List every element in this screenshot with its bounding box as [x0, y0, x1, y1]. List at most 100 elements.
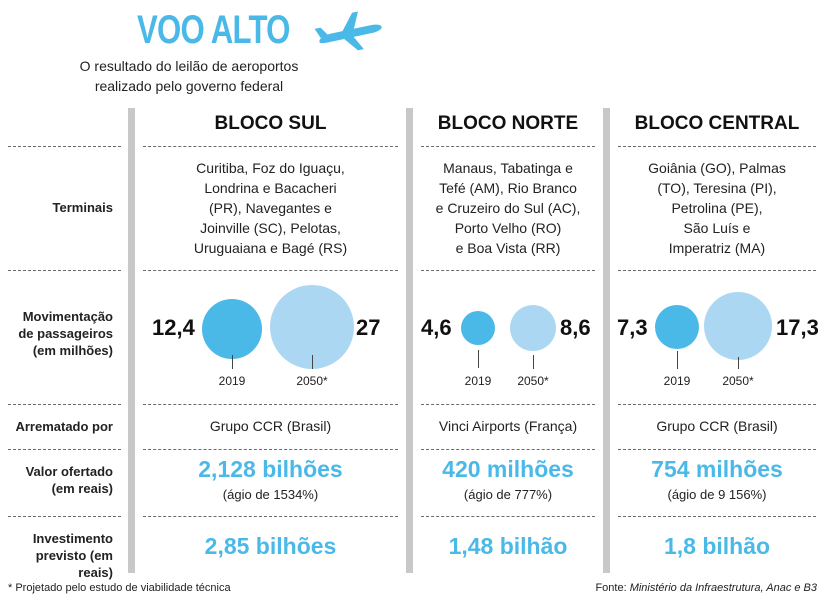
column-divider	[603, 108, 610, 573]
source-credit: Fonte: Ministério da Infraestrutura, Ana…	[595, 582, 817, 594]
page-subtitle: O resultado do leilão de aeroportos real…	[60, 56, 318, 96]
passengers-2050-circle	[704, 292, 772, 360]
row-divider	[421, 146, 595, 147]
row-label-valor: Valor ofertado (em reais)	[0, 463, 113, 497]
arrematado-value: Grupo CCR (Brasil)	[209, 418, 332, 434]
terminal-line: Uruguaiana e Bagé (RS)	[193, 240, 348, 256]
row-divider	[421, 449, 595, 450]
row-label-line: de passageiros	[18, 326, 113, 341]
arrematado-value: Vinci Airports (França)	[438, 418, 578, 434]
terminal-line: Joinville (SC), Pelotas,	[200, 220, 341, 236]
year-label-2050: 2050*	[517, 374, 549, 388]
row-label-line: previsto (em reais)	[35, 548, 113, 580]
column-divider	[128, 108, 135, 573]
valor-ofertado: 420 milhões	[442, 456, 574, 482]
terminais-list: Curitiba, Foz do Iguaçu, Londrina e Baca…	[143, 158, 398, 258]
terminal-line: Goiânia (GO), Palmas	[648, 160, 786, 176]
row-label-terminais: Terminais	[52, 200, 113, 215]
investimento-value: 2,85 bilhões	[204, 533, 337, 559]
row-label-investimento: Investimento previsto (em reais)	[0, 530, 113, 581]
row-divider	[618, 449, 816, 450]
passengers-2050-circle	[510, 305, 556, 351]
passengers-2050-value: 17,3	[776, 315, 819, 340]
row-divider	[618, 404, 816, 405]
terminais-list: Goiânia (GO), Palmas (TO), Teresina (PI)…	[618, 158, 816, 258]
year-tick	[478, 350, 479, 368]
row-divider	[143, 146, 398, 147]
valor-ofertado: 2,128 bilhões	[198, 456, 343, 482]
row-label-line: Investimento	[32, 531, 113, 546]
year-tick	[533, 355, 534, 369]
row-divider	[421, 516, 595, 517]
subtitle-line: realizado pelo governo federal	[94, 78, 284, 94]
row-label-line: (em milhões)	[32, 343, 113, 358]
airplane-icon	[314, 11, 382, 51]
terminal-line: (TO), Teresina (PI),	[657, 180, 777, 196]
year-label-2050: 2050*	[722, 374, 754, 388]
column-header-bloco-norte: BLOCO NORTE	[437, 113, 579, 134]
row-divider	[8, 449, 121, 450]
terminal-line: Tefé (AM), Rio Branco	[439, 180, 577, 196]
agio: (ágio de 1534%)	[222, 487, 319, 502]
row-divider	[618, 146, 816, 147]
source-prefix: Fonte:	[595, 582, 630, 594]
passengers-2050-value: 8,6	[560, 315, 591, 340]
column-header-bloco-sul: BLOCO SUL	[214, 113, 327, 134]
row-divider	[618, 270, 816, 271]
agio: (ágio de 777%)	[463, 487, 553, 502]
row-label-movimentacao: Movimentação de passageiros (em milhões)	[0, 308, 113, 359]
row-divider	[143, 449, 398, 450]
terminal-line: Curitiba, Foz do Iguaçu,	[196, 160, 345, 176]
year-label-2019: 2019	[663, 374, 691, 388]
investimento-value: 1,8 bilhão	[663, 533, 771, 559]
row-divider	[421, 270, 595, 271]
terminal-line: e Boa Vista (RR)	[455, 240, 561, 256]
terminal-line: (PR), Navegantes e	[209, 200, 332, 216]
row-divider	[8, 270, 121, 271]
agio: (ágio de 9 156%)	[667, 487, 767, 502]
page-title: VOO ALTO	[137, 8, 290, 52]
row-divider	[143, 404, 398, 405]
year-tick	[738, 357, 739, 369]
source-text: Ministério da Infraestrutura, Anac e B3	[629, 582, 817, 594]
passengers-2050-value: 27	[356, 315, 381, 340]
terminal-line: e Cruzeiro do Sul (AC),	[435, 200, 581, 216]
passengers-2019-value: 12,4	[152, 315, 195, 340]
terminal-line: Manaus, Tabatinga e	[443, 160, 573, 176]
row-divider	[618, 516, 816, 517]
arrematado-value: Grupo CCR (Brasil)	[656, 418, 778, 434]
row-divider	[421, 404, 595, 405]
row-divider	[8, 146, 121, 147]
valor-ofertado: 754 milhões	[651, 456, 783, 482]
column-divider	[406, 108, 413, 573]
terminais-list: Manaus, Tabatinga e Tefé (AM), Rio Branc…	[421, 158, 595, 258]
passengers-2019-circle	[655, 305, 699, 349]
terminal-line: São Luís e	[683, 220, 751, 236]
row-divider	[8, 516, 121, 517]
row-label-line: Movimentação	[22, 309, 113, 324]
column-header-bloco-central: BLOCO CENTRAL	[634, 113, 800, 134]
terminal-line: Imperatriz (MA)	[668, 240, 766, 256]
investimento-value: 1,48 bilhão	[448, 533, 568, 559]
passengers-2019-circle	[461, 311, 495, 345]
passengers-2019-value: 7,3	[617, 315, 648, 340]
row-divider	[8, 404, 121, 405]
passengers-2019-circle	[202, 299, 262, 359]
year-tick	[312, 355, 313, 369]
terminal-line: Londrina e Bacacheri	[204, 180, 337, 196]
subtitle-line: O resultado do leilão de aeroportos	[79, 58, 299, 74]
terminal-line: Porto Velho (RO)	[454, 220, 562, 236]
year-label-2050: 2050*	[296, 374, 328, 388]
footnote: * Projetado pelo estudo de viabilidade t…	[8, 582, 231, 594]
year-label-2019: 2019	[464, 374, 492, 388]
passengers-2019-value: 4,6	[421, 315, 452, 340]
row-label-line: (em reais)	[51, 481, 113, 496]
row-label-arrematado: Arrematado por	[15, 419, 113, 434]
year-tick	[232, 355, 233, 369]
row-divider	[143, 270, 398, 271]
row-divider	[143, 516, 398, 517]
row-label-line: Valor ofertado	[25, 464, 113, 479]
year-label-2019: 2019	[218, 374, 246, 388]
terminal-line: Petrolina (PE),	[671, 200, 763, 216]
year-tick	[677, 351, 678, 369]
